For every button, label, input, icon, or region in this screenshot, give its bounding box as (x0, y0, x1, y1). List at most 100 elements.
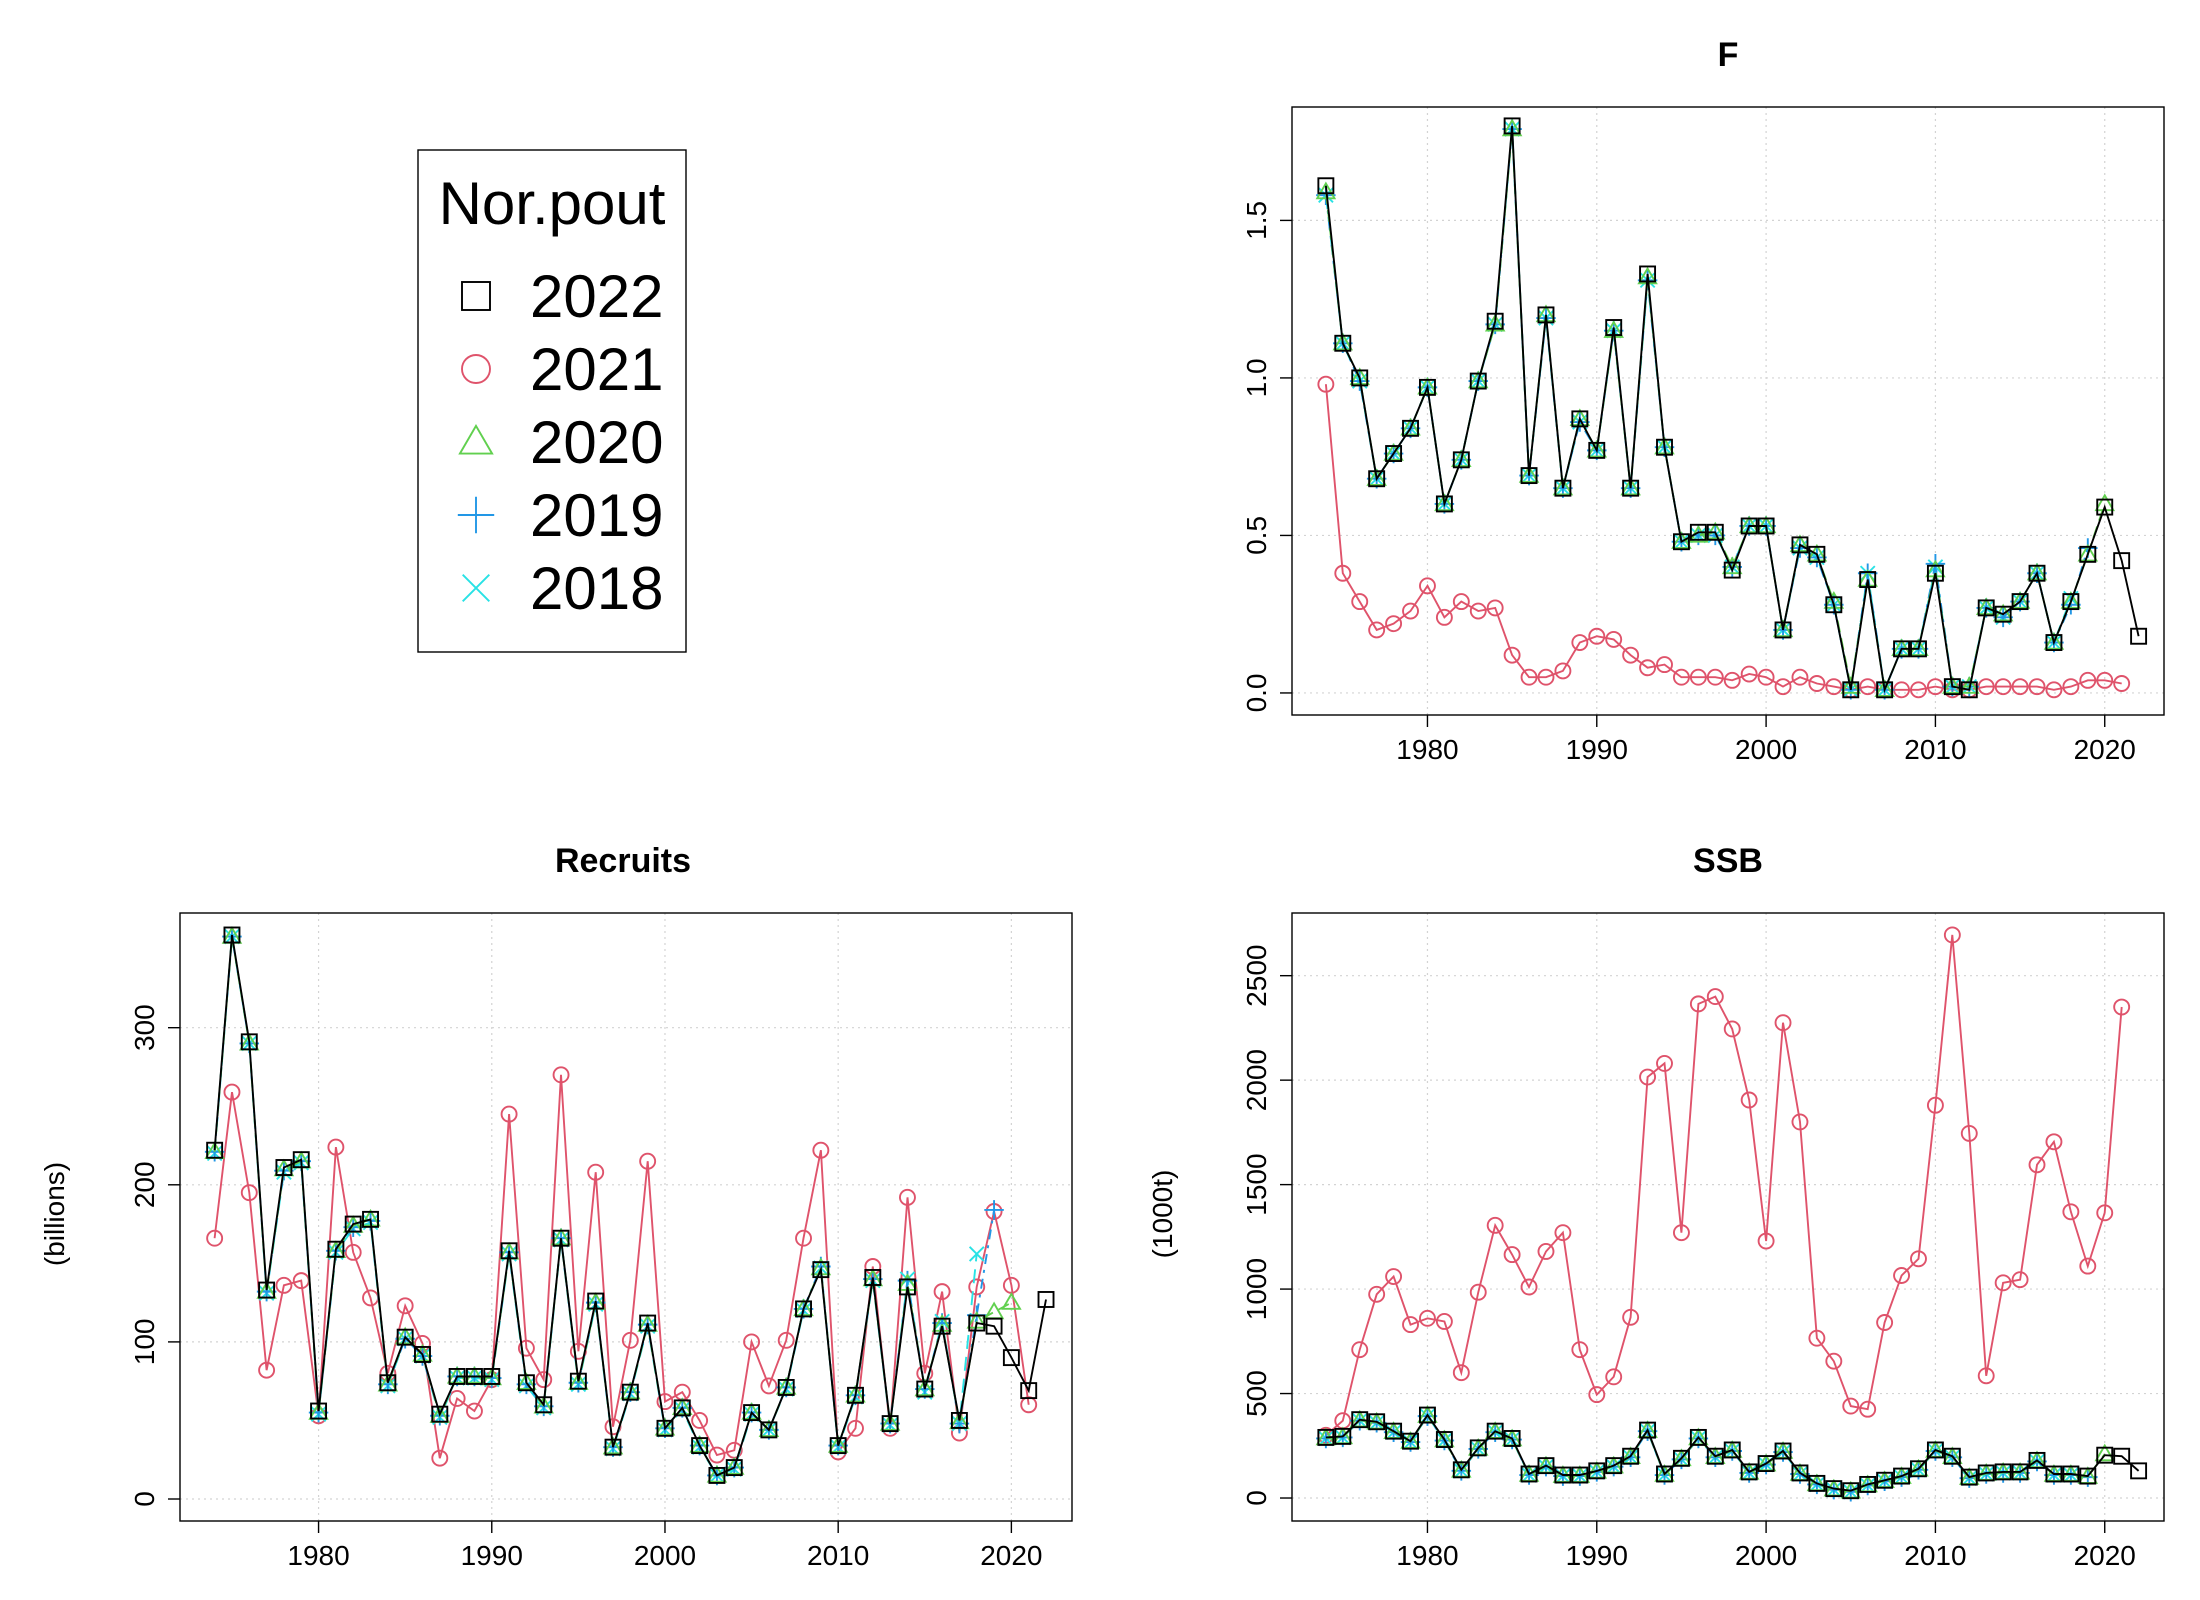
legend-label: 2019 (530, 482, 663, 549)
ssb-point-2022-1996 (1689, 1428, 1707, 1446)
x-tick-label: 2020 (980, 1540, 1042, 1571)
ssb-plot-area: 1980 1990 2000 2010 2020 0 500 1000 1500 2000 2500 (1241, 912, 2165, 1571)
ssb-point-2021-2018 (2062, 1203, 2080, 1221)
recruits-point-2021-1994 (552, 1066, 570, 1084)
panel-ssb: SSB (1000t) 1980 1990 2000 2010 2020 0 500 1000… (1147, 842, 2165, 1571)
recruits-point-2020-1985 (394, 1326, 416, 1345)
recruits-point-2022-1996 (587, 1292, 605, 1310)
ssb-point-2022-2007 (1876, 1471, 1894, 1489)
f-point-2021-2009 (1910, 681, 1927, 699)
ssb-point-2022-2014 (1994, 1463, 2012, 1481)
y-tick-label: 500 (1241, 1370, 1272, 1417)
ssb-point-2022-1986 (1520, 1465, 1538, 1483)
ssb-point-2022-2001 (1774, 1442, 1792, 1460)
y-tick-label: 0 (129, 1491, 160, 1507)
ssb-point-2021-1985 (1503, 1246, 1521, 1264)
ssb-point-2021-2020 (2096, 1204, 2114, 1222)
f-point-2022-1990 (1588, 441, 1606, 459)
ssb-point-2022-1988 (1554, 1466, 1572, 1484)
f-point-2022-1983 (1469, 372, 1487, 390)
ssb-point-2022-1995 (1672, 1449, 1690, 1467)
ssb-point-2022-1998 (1723, 1441, 1741, 1459)
f-point-2021-1989 (1571, 634, 1589, 651)
ssb-point-2021-1995 (1672, 1224, 1690, 1242)
f-point-2020-1988 (1552, 477, 1574, 496)
f-point-2020-1998 (1721, 556, 1743, 575)
recruits-point-2021-2007 (777, 1331, 795, 1349)
recruits-point-2022-1984 (379, 1374, 397, 1392)
ssb-point-2022-2018 (2062, 1465, 2080, 1483)
x-tick-label: 2020 (2074, 734, 2136, 765)
f-point-2020-1994 (1654, 436, 1675, 455)
recruits-point-2022-2019 (985, 1317, 1003, 1335)
y-tick-label: 2500 (1241, 945, 1272, 1007)
f-point-2020-1977 (1366, 468, 1387, 486)
f-series-line-2022 (1324, 125, 2140, 694)
recruits-point-2020-1989 (464, 1365, 485, 1384)
recruits-point-2019-2019 (984, 1200, 1004, 1220)
f-point-2021-2020 (2096, 671, 2114, 689)
recruits-point-2020-2020 (1001, 1292, 1022, 1310)
recruits-series-2019 (204, 926, 1004, 1486)
ssb-series-2022 (1317, 1406, 2148, 1500)
f-point-2020-1991 (1603, 320, 1624, 338)
recruits-point-2022-1988 (448, 1368, 466, 1385)
recruits-point-2022-2006 (760, 1421, 778, 1439)
f-point-2020-2016 (2026, 562, 2048, 581)
recruits-point-2022-1999 (639, 1314, 657, 1332)
f-point-2022-1974 (1317, 177, 1335, 195)
x-tick-label: 2020 (2074, 1540, 2136, 1571)
ssb-point-2022-2021 (2113, 1447, 2131, 1465)
ssb-point-2022-1975 (1334, 1427, 1352, 1445)
ssb-point-2021-1977 (1368, 1285, 1386, 1303)
ssb-point-2022-1989 (1571, 1466, 1589, 1484)
f-point-2020-2000 (1755, 515, 1777, 534)
ssb-point-2021-2014 (1994, 1274, 2012, 1292)
recruits-point-2022-2012 (864, 1269, 882, 1286)
f-point-2022-2002 (1791, 536, 1809, 554)
f-plot-frame (1291, 106, 2165, 716)
panel-f: F 1980 1990 2000 2010 2020 0.0 0.5 1.0 1.5 (1241, 36, 2165, 765)
f-point-2020-2013 (1975, 597, 1997, 616)
recruits-point-2022-1997 (604, 1438, 622, 1456)
f-point-2022-1984 (1486, 312, 1504, 330)
ssb-point-2022-2010 (1926, 1441, 1944, 1459)
f-point-2022-1982 (1452, 451, 1470, 469)
ssb-point-2021-2004 (1825, 1352, 1843, 1370)
f-point-2020-1992 (1620, 477, 1641, 496)
legend-entry-2020: 2020 (458, 409, 663, 476)
ssb-point-2022-1984 (1486, 1422, 1504, 1440)
ssb-point-2021-2008 (1893, 1267, 1911, 1284)
recruits-point-2022-1976 (240, 1033, 258, 1051)
f-point-2021-1976 (1351, 593, 1369, 611)
ssb-point-2022-2000 (1757, 1455, 1775, 1472)
recruits-point-2022-2015 (916, 1380, 934, 1398)
f-point-2022-2018 (2062, 593, 2080, 611)
f-point-2021-1991 (1605, 630, 1623, 648)
recruits-point-2021-2018 (968, 1278, 986, 1296)
x-tick-label: 2010 (1904, 1540, 1966, 1571)
ssb-point-2021-1993 (1639, 1068, 1657, 1086)
f-point-2020-1978 (1383, 443, 1404, 461)
f-point-2021-2016 (2028, 678, 2046, 696)
legend-label: 2022 (530, 263, 663, 330)
f-point-2021-2003 (1808, 675, 1826, 692)
f-point-2022-2021 (2113, 552, 2131, 570)
f-point-2021-2000 (1757, 668, 1775, 686)
f-point-2020-1983 (1467, 370, 1489, 389)
recruits-point-2021-1996 (587, 1163, 605, 1181)
recruits-point-2020-2007 (775, 1376, 797, 1395)
f-point-2020-1986 (1518, 465, 1540, 483)
f-plot-area: 1980 1990 2000 2010 2020 0.0 0.5 1.0 1.5 (1241, 106, 2165, 765)
recruits-point-2022-1995 (569, 1372, 587, 1390)
ssb-point-2022-1994 (1656, 1465, 1673, 1483)
f-point-2020-1975 (1332, 332, 1354, 351)
f-point-2022-2010 (1926, 564, 1944, 582)
recruits-point-2021-1998 (621, 1331, 639, 1349)
recruits-point-2021-1987 (431, 1449, 449, 1467)
recruits-point-2022-2020 (1002, 1349, 1020, 1367)
recruits-point-2022-2013 (881, 1415, 899, 1433)
f-point-2020-2003 (1806, 543, 1828, 562)
ssb-y-axis: 0 500 1000 1500 2000 2500 (1241, 945, 1292, 1506)
